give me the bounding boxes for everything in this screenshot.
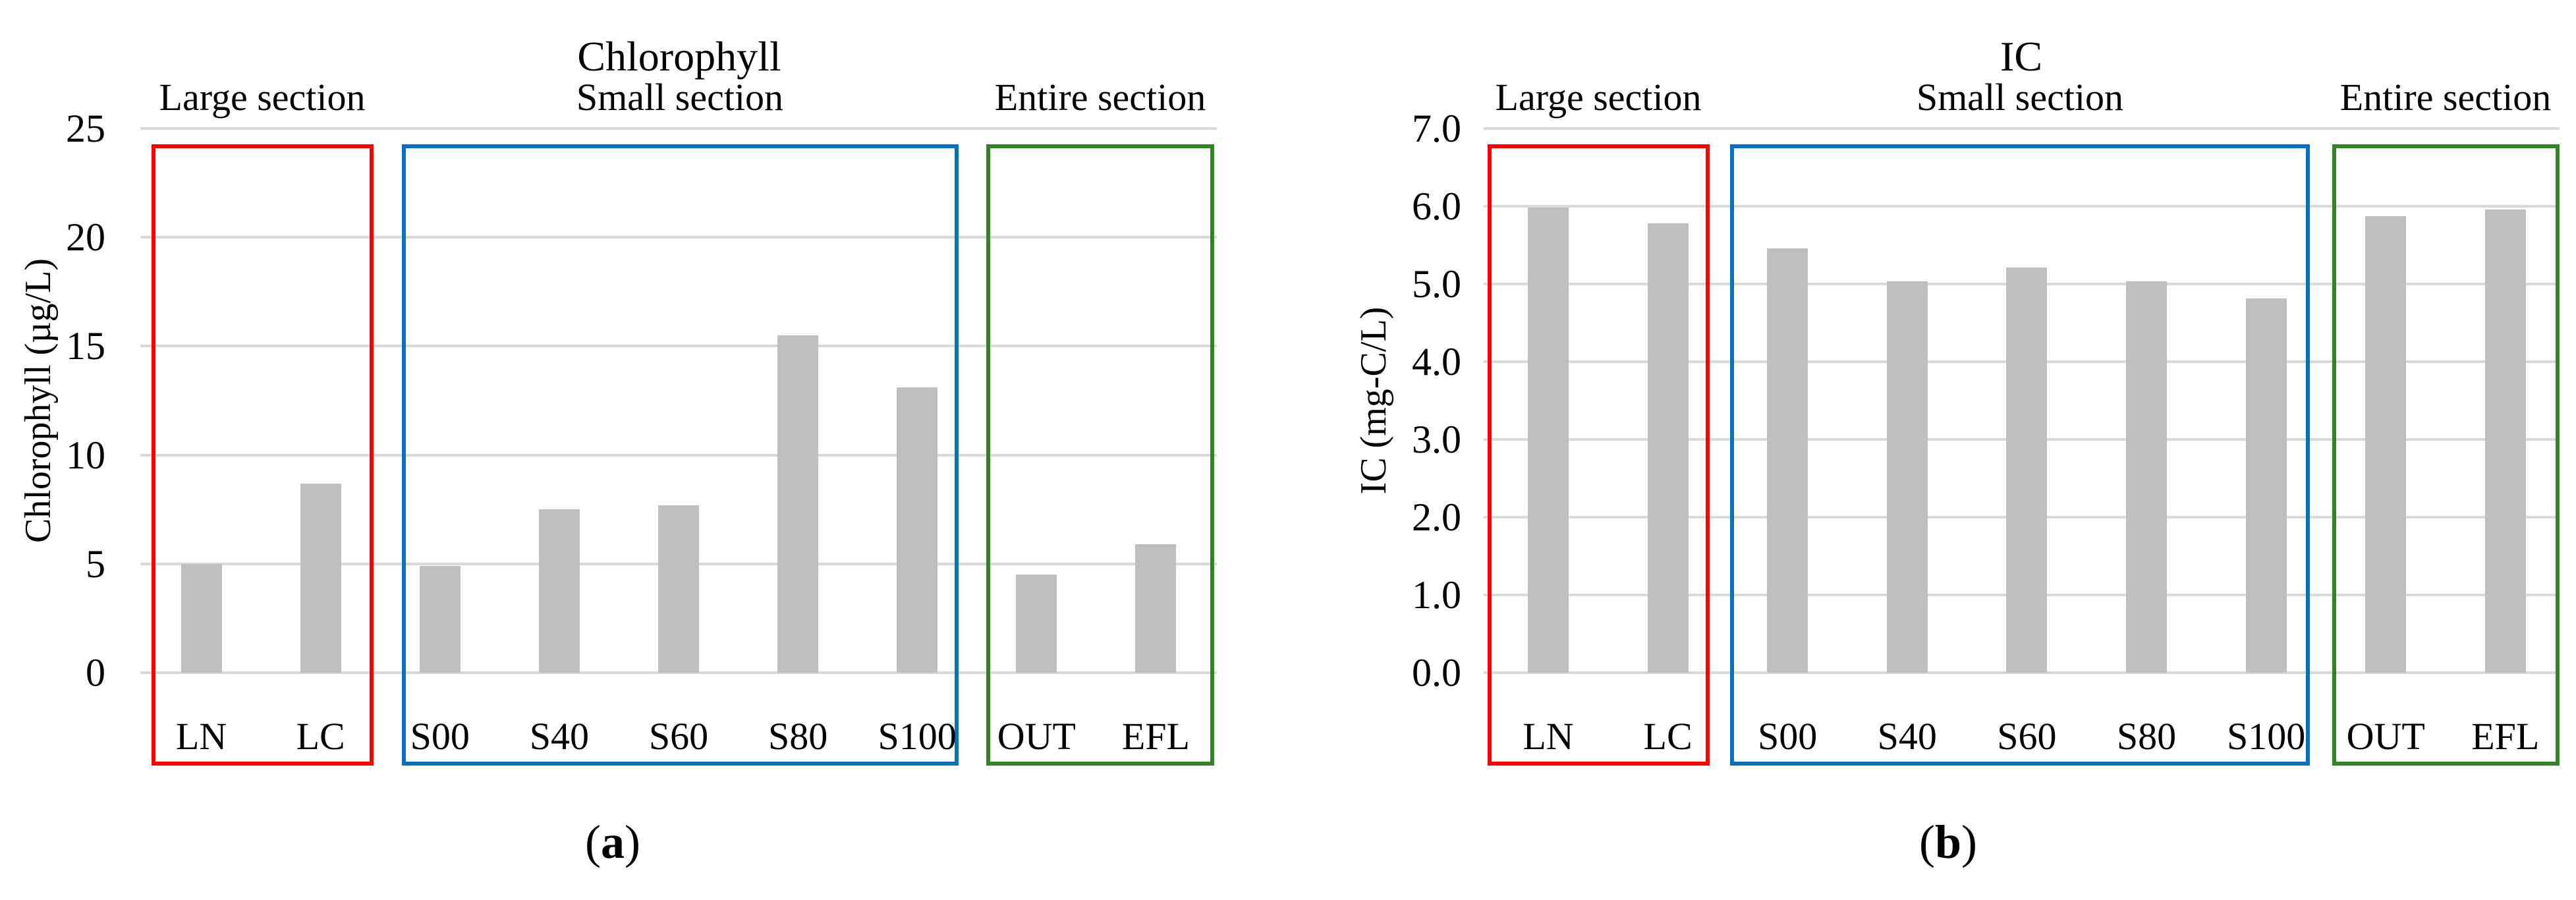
caption-b-open: ( [1918,816,1935,868]
category-label-a-ln: LN [175,715,227,758]
bar-b-out [2365,216,2407,673]
bar-a-efl [1135,544,1177,673]
gridline-b-0.0 [1484,671,2560,674]
category-label-a-efl: EFL [1121,715,1190,758]
bar-b-s80 [2126,281,2167,673]
y-tick-label-a-20: 20 [66,215,105,260]
section-box-a-entire [986,144,1214,766]
bar-b-lc [1647,223,1689,673]
section-label-entire-b: Entire section [2339,76,2552,119]
bar-a-lc [300,483,341,673]
bar-a-ln [181,563,222,673]
y-tick-label-a-25: 25 [66,107,105,150]
section-label-small-a: Small section [576,76,784,119]
bar-b-ln [1528,208,1569,673]
y-tick-label-a-15: 15 [66,324,105,368]
y-tick-label-a-0: 0 [86,651,105,694]
y-axis-label-chlorophyll: Chlorophyll (µg/L) [18,258,59,544]
caption-a-close: ) [625,816,640,868]
category-label-a-s80: S80 [768,715,828,758]
section-label-small-b: Small section [1916,76,2124,119]
category-label-b-out: OUT [2346,715,2425,758]
bar-a-s00 [419,566,461,673]
bar-a-s80 [777,335,819,673]
gridline-a-0 [140,671,1217,674]
category-label-a-s60: S60 [648,715,709,758]
category-label-a-lc: LC [296,715,345,758]
category-label-b-s80: S80 [2116,715,2177,758]
caption-a-open: ( [585,816,601,868]
section-label-entire-a: Entire section [994,76,1206,119]
category-label-b-s40: S40 [1877,715,1937,758]
gridline-a-10 [140,453,1217,457]
y-tick-label-b-2.0: 2.0 [1412,495,1461,539]
gridline-a-20 [140,236,1217,239]
y-tick-label-a-5: 5 [86,542,105,586]
category-label-b-efl: EFL [2471,715,2540,758]
category-label-b-s00: S00 [1758,715,1818,758]
y-tick-label-b-6.0: 6.0 [1412,184,1461,228]
gridline-b-6.0 [1484,205,2560,208]
section-label-large-a: Large section [159,76,366,119]
section-box-b-large [1488,144,1710,766]
gridline-b-7.0 [1484,127,2560,130]
caption-a: (a) [474,814,751,870]
bar-b-efl [2484,209,2526,673]
category-label-a-out: OUT [997,715,1076,758]
section-box-b-entire [2332,144,2560,766]
bar-a-out [1016,575,1057,673]
bar-a-s40 [538,509,580,673]
bar-b-s100 [2245,298,2287,673]
category-label-b-s60: S60 [1997,715,2057,758]
y-tick-label-b-4.0: 4.0 [1412,340,1461,383]
bar-a-s60 [658,505,699,673]
y-tick-label-a-10: 10 [66,433,105,477]
gridline-a-25 [140,127,1217,130]
caption-b-close: ) [1961,816,1977,868]
category-label-b-s100: S100 [2226,715,2306,758]
caption-a-letter: a [601,816,625,868]
section-box-a-large [152,144,374,766]
bar-b-s60 [2006,267,2048,673]
caption-b-letter: b [1934,816,1962,868]
category-label-a-s00: S00 [410,715,470,758]
chart-title-ic: IC [2000,33,2042,80]
bar-a-s100 [897,387,938,673]
category-label-a-s100: S100 [878,715,957,758]
y-tick-label-b-5.0: 5.0 [1412,262,1461,306]
y-tick-label-b-0.0: 0.0 [1412,651,1461,694]
category-label-b-lc: LC [1643,715,1693,758]
y-tick-label-b-1.0: 1.0 [1412,573,1461,617]
section-box-b-small [1730,144,2310,766]
chart-title-chlorophyll: Chlorophyll [577,33,781,80]
bar-b-s00 [1767,248,1808,673]
section-label-large-b: Large section [1495,76,1702,119]
y-tick-label-b-3.0: 3.0 [1412,418,1461,461]
y-tick-label-b-7.0: 7.0 [1412,107,1461,150]
section-box-a-small [402,144,959,766]
gridline-a-15 [140,345,1217,348]
caption-b: (b) [1810,814,2086,870]
bar-b-s40 [1886,281,1928,673]
category-label-a-s40: S40 [529,715,590,758]
category-label-b-ln: LN [1523,715,1574,758]
